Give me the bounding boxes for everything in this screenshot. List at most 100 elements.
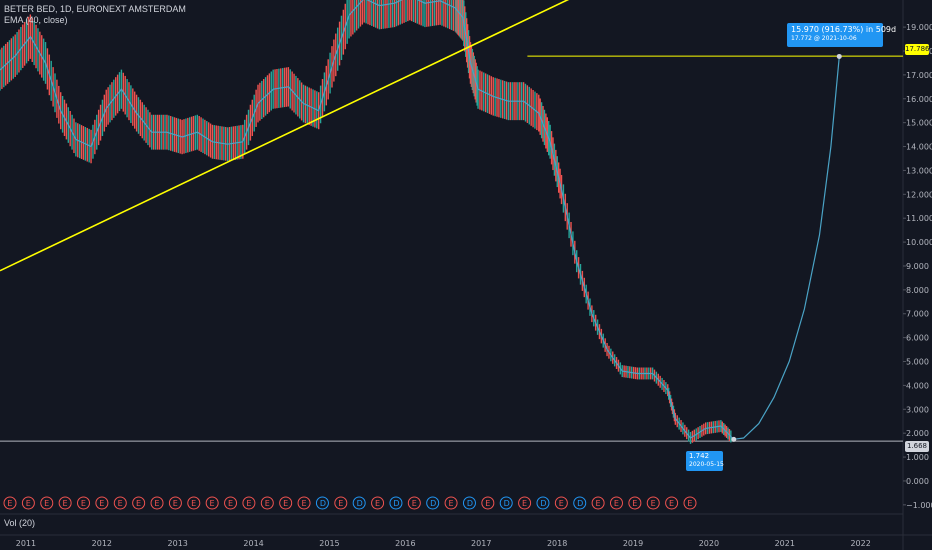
y-tick-label: 6.000 (906, 334, 929, 343)
dividend-badge (536, 496, 550, 510)
earnings-badge-letter: E (283, 499, 288, 508)
dividend-badge (315, 496, 329, 510)
earnings-badge-letter: E (63, 499, 68, 508)
dividend-badge-letter: D (504, 499, 510, 508)
y-tick-label: 19.000 (906, 23, 932, 32)
earnings-badge-letter: E (614, 499, 619, 508)
dividend-badge-letter: D (393, 499, 399, 508)
y-tick-label: 4.000 (906, 381, 929, 390)
dividend-badge-letter: D (577, 499, 583, 508)
x-tick-label: 2017 (471, 539, 491, 548)
earnings-badge (665, 496, 679, 510)
dividend-badge (462, 496, 476, 510)
x-tick-label: 2011 (16, 539, 36, 548)
earnings-badge-letter: E (485, 499, 490, 508)
y-tick-label: 11.000 (906, 214, 932, 223)
earnings-badge-letter: E (338, 499, 343, 508)
earnings-badge-letter: E (173, 499, 178, 508)
earnings-badge-letter: E (375, 499, 380, 508)
low-callout-date: 2020-05-15 (689, 461, 724, 468)
earnings-badge-letter: E (448, 499, 453, 508)
earnings-badge-letter: E (669, 499, 674, 508)
earnings-badge-letter: E (228, 499, 233, 508)
target-price-label: 17.786 (905, 44, 930, 55)
earnings-badge (95, 496, 109, 510)
y-tick-label: 13.000 (906, 166, 932, 175)
x-tick-label: 2012 (92, 539, 112, 548)
trend-line (0, 0, 570, 272)
y-tick-label: 17.000 (906, 71, 932, 80)
ema-line (0, 0, 733, 439)
earnings-badge (407, 496, 421, 510)
earnings-badge-letter: E (301, 499, 306, 508)
earnings-badge (113, 496, 127, 510)
dividend-badge-letter: D (357, 499, 363, 508)
earnings-badge (242, 496, 256, 510)
y-tick-label: 2.000 (906, 429, 929, 438)
measure-callout-change: 15.970 (916.73%) in 509d (791, 25, 897, 34)
y-tick-label: 1.000 (906, 453, 929, 462)
earnings-badge (609, 496, 623, 510)
y-tick-label: 9.000 (906, 262, 929, 271)
x-tick-label: 2018 (547, 539, 567, 548)
earnings-badge-letter: E (44, 499, 49, 508)
low-callout[interactable]: 1.742 2020-05-15 (686, 451, 724, 471)
y-tick-label: 3.000 (906, 405, 929, 414)
earnings-badge (646, 496, 660, 510)
earnings-badge (260, 496, 274, 510)
earnings-badge (187, 496, 201, 510)
y-tick-label: 0.000 (906, 477, 929, 486)
earnings-badge-letter: E (412, 499, 417, 508)
earnings-badge (279, 496, 293, 510)
earnings-badge-letter: E (651, 499, 656, 508)
x-tick-label: 2014 (243, 539, 263, 548)
earnings-badge (21, 496, 35, 510)
earnings-badge (132, 496, 146, 510)
earnings-badge-letter: E (559, 499, 564, 508)
earnings-badge (205, 496, 219, 510)
y-tick-label: 12.000 (906, 190, 932, 199)
y-tick-label: 15.000 (906, 119, 932, 128)
earnings-badge (40, 496, 54, 510)
dividend-badge (426, 496, 440, 510)
measure-callout[interactable]: 15.970 (916.73%) in 509d 17.772 @ 2021-1… (787, 23, 897, 47)
earnings-badge (297, 496, 311, 510)
earnings-badge-letter: E (136, 499, 141, 508)
earnings-badge-letter: E (99, 499, 104, 508)
earnings-badge-letter: E (632, 499, 637, 508)
low-callout-price: 1.742 (689, 452, 710, 460)
earnings-badge-letter: E (191, 499, 196, 508)
earnings-badge (591, 496, 605, 510)
earnings-badge-letter: E (118, 499, 123, 508)
volume-legend[interactable]: Vol (20) (4, 518, 36, 528)
projection-curve (733, 56, 840, 440)
dividend-badge-letter: D (320, 499, 326, 508)
earnings-badge-letter: E (81, 499, 86, 508)
target-point (836, 53, 842, 59)
earnings-badge-letter: E (154, 499, 159, 508)
low-point (731, 436, 737, 442)
x-tick-label: 2021 (775, 539, 795, 548)
y-tick-label: −1.000 (906, 501, 932, 510)
earnings-badge-letter: E (26, 499, 31, 508)
earnings-badge (518, 496, 532, 510)
earnings-badge-letter: E (7, 499, 12, 508)
current-price-label: 1.668 (905, 441, 929, 452)
dividend-badge (499, 496, 513, 510)
x-tick-label: 2022 (850, 539, 870, 548)
ema-legend[interactable]: EMA (40, close) (4, 15, 68, 25)
earnings-badge (683, 496, 697, 510)
earnings-badge-letter: E (210, 499, 215, 508)
earnings-badge (150, 496, 164, 510)
x-tick-label: 2020 (699, 539, 719, 548)
y-tick-label: 7.000 (906, 310, 929, 319)
earnings-badge (628, 496, 642, 510)
y-tick-label: 16.000 (906, 95, 932, 104)
earnings-badge (224, 496, 238, 510)
x-tick-label: 2016 (395, 539, 415, 548)
x-tick-label: 2019 (623, 539, 643, 548)
earnings-badge-letter: E (687, 499, 692, 508)
dividend-badge-letter: D (540, 499, 546, 508)
earnings-badge-letter: E (265, 499, 270, 508)
